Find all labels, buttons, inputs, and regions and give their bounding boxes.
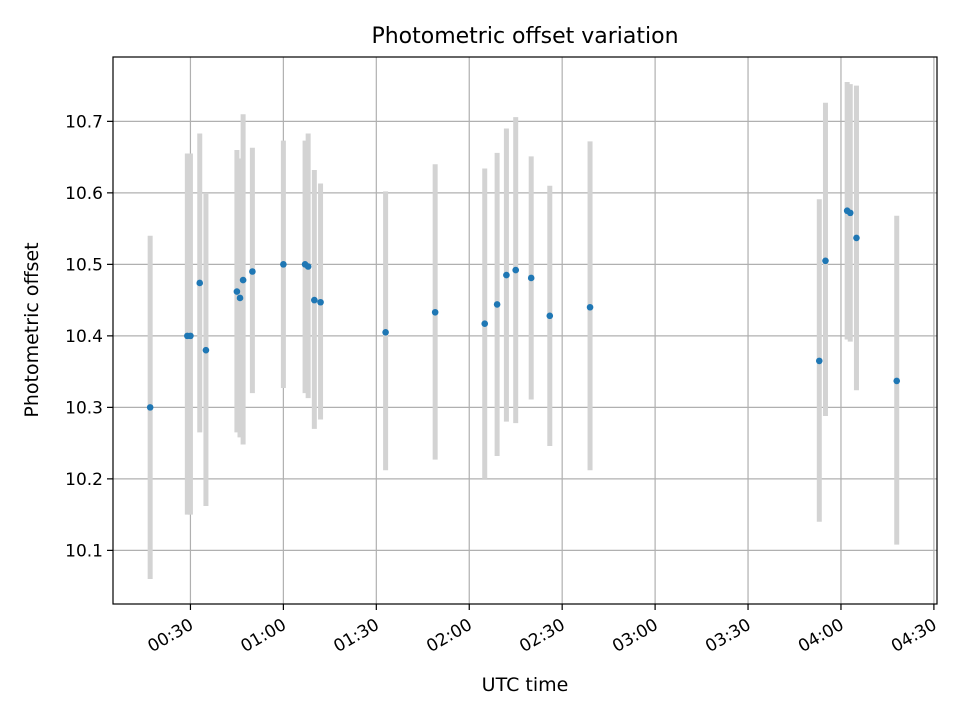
data-point [822, 257, 829, 265]
y-tick-label: 10.2 [65, 470, 103, 490]
x-axis-label: UTC time [482, 674, 569, 696]
y-axis-label: Photometric offset [21, 242, 43, 417]
data-points [146, 207, 901, 411]
data-point [431, 308, 439, 316]
data-point [512, 266, 520, 274]
data-point [382, 328, 389, 336]
x-tick-label: 04:30 [888, 615, 940, 657]
data-point [304, 263, 312, 270]
data-point [146, 404, 154, 411]
data-point [815, 357, 823, 365]
plot-frame [112, 56, 938, 605]
data-point [493, 301, 501, 308]
data-point [311, 296, 318, 304]
x-tick-label: 01:00 [237, 615, 289, 657]
data-point [236, 294, 244, 302]
data-point [586, 303, 594, 311]
data-point [846, 209, 854, 217]
y-tick-label: 10.4 [65, 327, 103, 347]
data-point [481, 320, 489, 328]
error-bars [147, 82, 900, 579]
y-tick-label: 10.6 [65, 184, 103, 204]
x-tick-label: 03:00 [609, 615, 661, 657]
y-tick-label: 10.7 [65, 112, 103, 132]
chart-title: Photometric offset variation [371, 24, 678, 49]
data-point [196, 279, 204, 287]
x-tick-label: 01:30 [330, 615, 382, 657]
x-tick-label: 04:00 [795, 615, 847, 657]
data-point [893, 377, 901, 385]
data-point [527, 274, 535, 282]
x-tick-label: 02:00 [423, 615, 475, 657]
y-tick-label: 10.3 [65, 398, 103, 418]
y-tick-label: 10.5 [65, 255, 103, 275]
x-axis: 00:30 01:00 01:30 02:00 02:30 03:00 03:30 04:00… [145, 604, 940, 657]
data-point [503, 271, 510, 279]
x-tick-label: 00:30 [145, 615, 197, 657]
x-tick-label: 02:30 [516, 615, 568, 657]
grid [113, 57, 937, 604]
data-point [202, 346, 210, 354]
data-point [233, 288, 241, 295]
data-point [280, 261, 287, 268]
x-tick-label: 03:30 [702, 615, 754, 657]
data-point [546, 312, 554, 320]
y-tick-label: 10.1 [65, 541, 103, 561]
data-point [317, 298, 324, 306]
data-point [853, 234, 860, 242]
data-point [239, 276, 247, 284]
data-point [249, 268, 256, 275]
data-point [187, 332, 194, 340]
y-axis: 10.1 10.2 10.3 10.4 10.5 10.6 10.7 [65, 112, 113, 561]
